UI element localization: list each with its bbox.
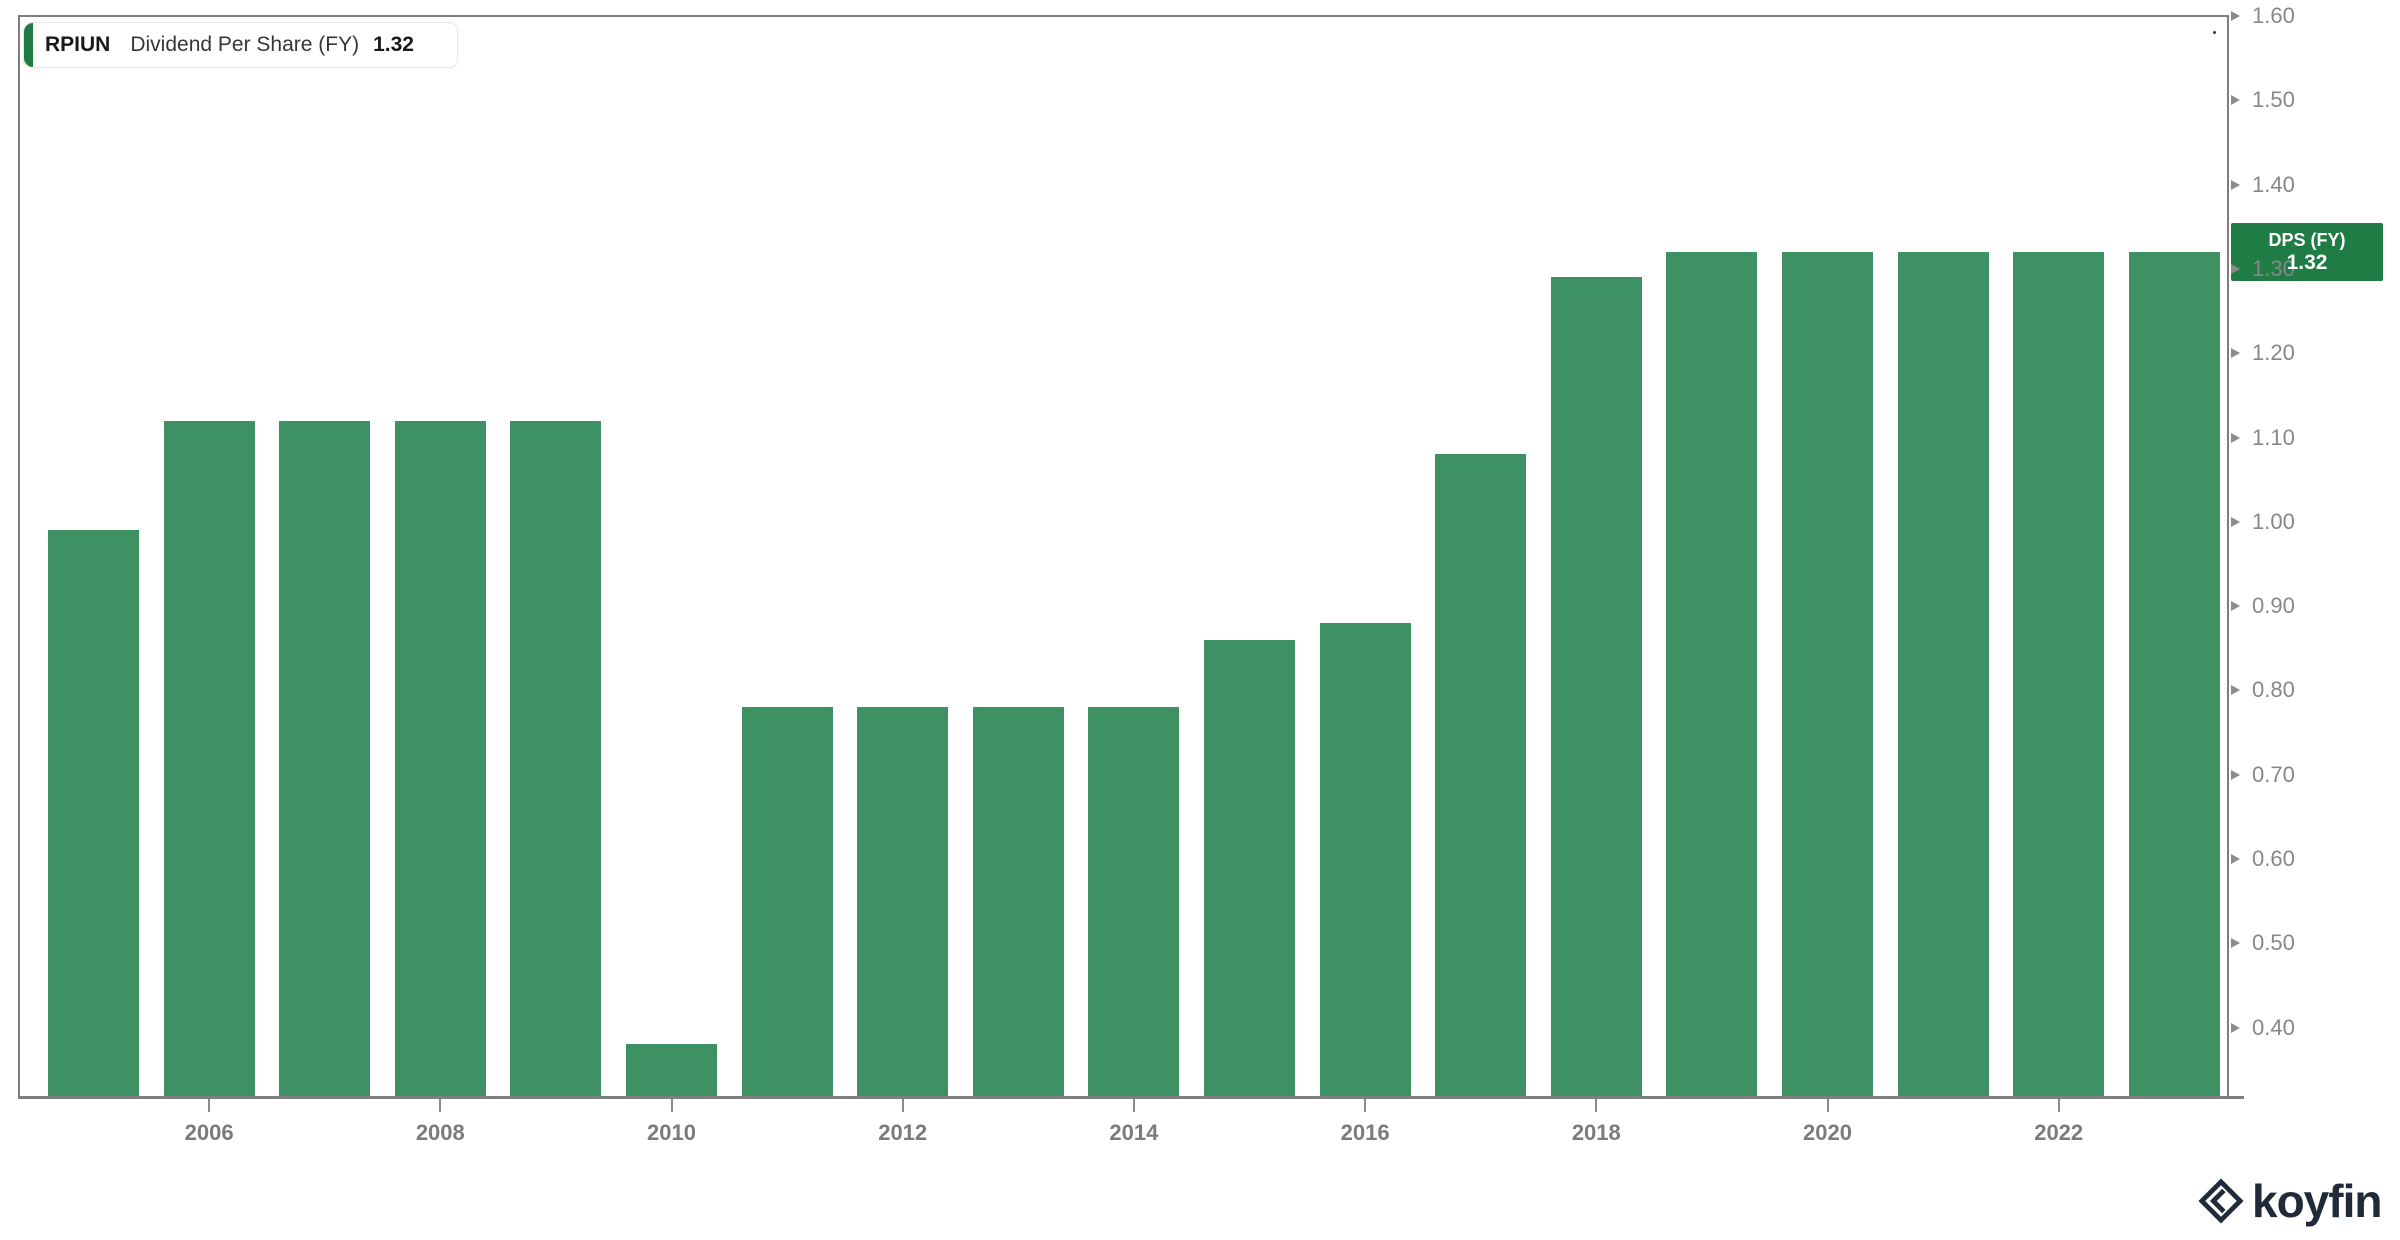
bar-2006[interactable] bbox=[163, 420, 255, 1097]
y-tick-label: 0.40 bbox=[2252, 1014, 2295, 1040]
bar-2011[interactable] bbox=[741, 707, 833, 1097]
y-tick-arrow bbox=[2231, 432, 2240, 443]
x-tick-mark bbox=[439, 1099, 442, 1112]
y-tick-arrow bbox=[2231, 11, 2240, 21]
x-tick-mark bbox=[1595, 1099, 1598, 1112]
koyfin-logo-text: koyfin bbox=[2252, 1175, 2382, 1227]
y-tick-label: 1.00 bbox=[2252, 508, 2295, 534]
y-tick-arrow bbox=[2231, 179, 2240, 190]
y-tick-arrow bbox=[2231, 938, 2240, 949]
x-tick-label-2006: 2006 bbox=[184, 1120, 234, 1145]
x-tick-label-2008: 2008 bbox=[415, 1120, 465, 1145]
x-tick-label-2018: 2018 bbox=[1571, 1120, 1621, 1145]
bar-2007[interactable] bbox=[279, 420, 371, 1097]
bar-2023[interactable] bbox=[2128, 252, 2220, 1097]
bar-2015[interactable] bbox=[1204, 639, 1295, 1097]
y-tick-arrow bbox=[2231, 854, 2240, 864]
series-legend-pill[interactable]: RPIUN Dividend Per Share (FY) 1.32 bbox=[23, 22, 458, 68]
x-tick-mark bbox=[208, 1099, 211, 1112]
y-tick-label: 1.30 bbox=[2252, 255, 2295, 281]
y-tick-arrow bbox=[2231, 95, 2240, 106]
x-axis-line bbox=[18, 1096, 2244, 1099]
bar-2012[interactable] bbox=[857, 707, 949, 1097]
series-color-accent bbox=[24, 23, 33, 67]
bar-2016[interactable] bbox=[1319, 622, 1411, 1097]
koyfin-logo-icon bbox=[2198, 1178, 2244, 1224]
y-tick-label: 1.40 bbox=[2252, 171, 2295, 197]
bar-2022[interactable] bbox=[2013, 252, 2105, 1097]
metric-value: 1.32 bbox=[373, 33, 414, 56]
x-tick-mark bbox=[670, 1099, 673, 1112]
y-tick-label: 1.10 bbox=[2252, 424, 2295, 450]
y-tick-arrow bbox=[2231, 263, 2240, 274]
x-tick-mark bbox=[2057, 1099, 2060, 1112]
bar-2010[interactable] bbox=[626, 1044, 717, 1097]
metric-label: Dividend Per Share (FY) bbox=[130, 33, 360, 56]
y-tick-label: 0.50 bbox=[2252, 930, 2295, 956]
y-tick-arrow bbox=[2231, 769, 2240, 780]
y-tick-label: 1.20 bbox=[2252, 340, 2295, 366]
bar-2009[interactable] bbox=[510, 420, 602, 1097]
bar-2008[interactable] bbox=[394, 420, 486, 1097]
y-tick-label: 0.80 bbox=[2252, 677, 2295, 703]
x-tick-label-2010: 2010 bbox=[647, 1120, 696, 1145]
x-tick-label-2020: 2020 bbox=[1803, 1120, 1852, 1145]
bar-2018[interactable] bbox=[1550, 277, 1642, 1097]
y-tick-label: 0.90 bbox=[2252, 593, 2295, 619]
last-value-tag bbox=[2231, 223, 2383, 282]
x-tick-mark bbox=[1364, 1099, 1367, 1112]
y-tick-label: 1.50 bbox=[2252, 87, 2295, 113]
y-tick-label: 1.60 bbox=[2252, 3, 2295, 28]
x-tick-mark bbox=[1826, 1099, 1829, 1112]
bar-2005[interactable] bbox=[48, 530, 139, 1097]
y-tick-arrow bbox=[2231, 601, 2240, 612]
bar-2013[interactable] bbox=[972, 707, 1064, 1097]
x-tick-mark bbox=[1132, 1099, 1135, 1112]
y-tick-label: 0.60 bbox=[2252, 846, 2295, 871]
bar-2014[interactable] bbox=[1088, 707, 1180, 1097]
bar-2020[interactable] bbox=[1782, 252, 1873, 1097]
cursor-dot-artifact bbox=[2213, 31, 2216, 34]
ticker-label: RPIUN bbox=[45, 33, 111, 56]
x-tick-label-2014: 2014 bbox=[1109, 1120, 1159, 1145]
y-tick-arrow bbox=[2231, 685, 2240, 696]
bar-2021[interactable] bbox=[1897, 252, 1989, 1097]
y-tick-arrow bbox=[2231, 516, 2240, 527]
x-tick-mark bbox=[901, 1099, 904, 1112]
y-tick-arrow bbox=[2231, 1022, 2240, 1033]
koyfin-watermark: koyfin bbox=[2198, 1175, 2382, 1227]
y-tick-label: 0.70 bbox=[2252, 761, 2295, 787]
x-tick-label-2016: 2016 bbox=[1340, 1120, 1390, 1145]
x-tick-label-2012: 2012 bbox=[878, 1120, 928, 1145]
x-tick-label-2022: 2022 bbox=[2034, 1120, 2084, 1145]
bar-2019[interactable] bbox=[1666, 252, 1758, 1097]
y-tick-arrow bbox=[2231, 348, 2240, 359]
bar-2017[interactable] bbox=[1435, 454, 1527, 1097]
